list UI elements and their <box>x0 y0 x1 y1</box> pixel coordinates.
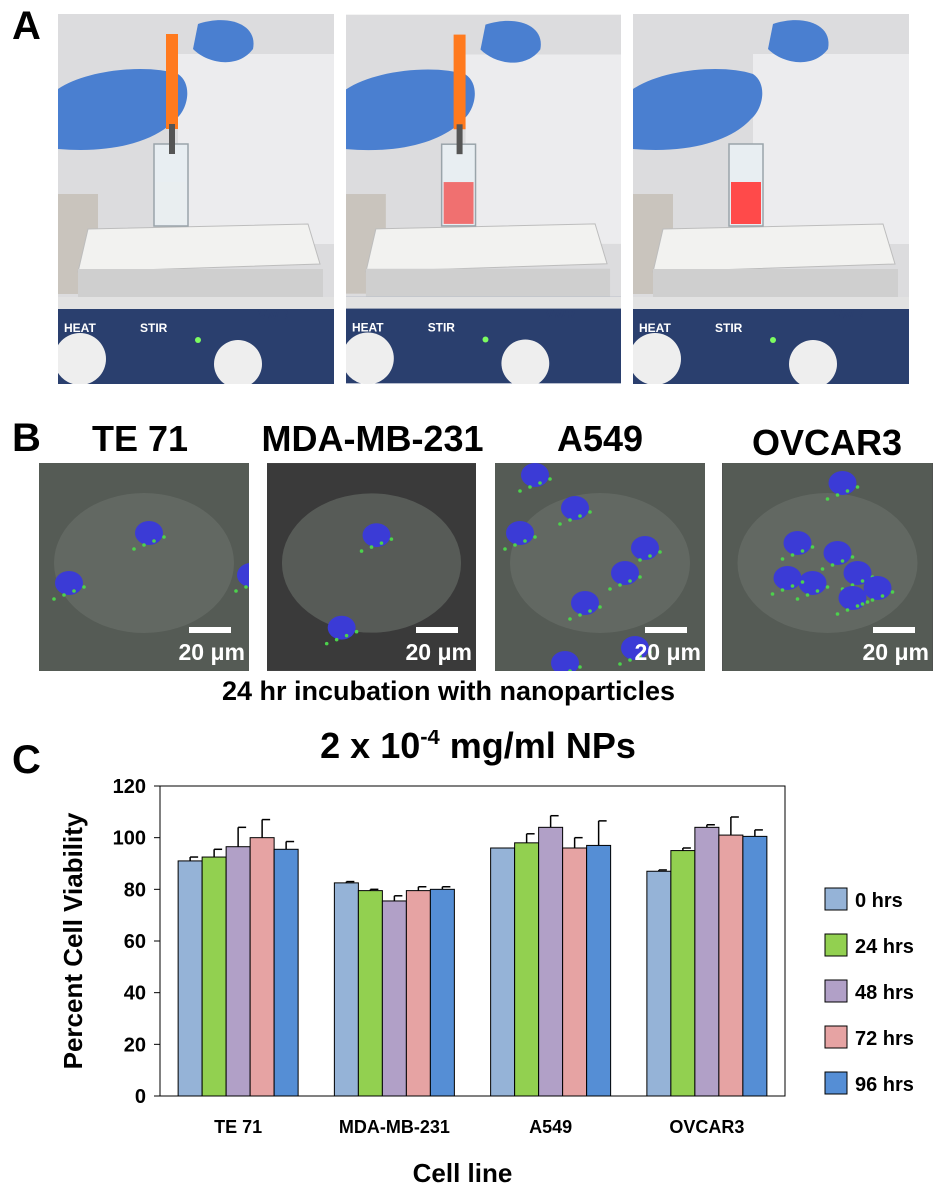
photo-vial-clear: HEAT STIR VWR <box>58 14 334 384</box>
legend-swatch-4 <box>824 1071 848 1095</box>
scale-bar <box>189 627 231 633</box>
svg-text:STIR: STIR <box>140 321 168 335</box>
svg-text:STIR: STIR <box>428 321 456 335</box>
svg-text:HEAT: HEAT <box>64 321 96 335</box>
y-tick-label: 20 <box>124 1034 146 1056</box>
bar-2-3 <box>562 847 588 1097</box>
legend-swatch-1 <box>824 933 848 957</box>
panel-b-caption: 24 hr incubation with nanoparticles <box>222 676 676 706</box>
bar-0-4 <box>273 848 299 1097</box>
bar-1-3 <box>405 890 431 1097</box>
scale-label: 20 μm <box>405 639 473 665</box>
svg-text:VWR: VWR <box>833 307 864 322</box>
micrograph-2: 20 μm <box>495 463 705 671</box>
bar-1-0 <box>333 882 359 1097</box>
bar-3-4 <box>742 835 768 1097</box>
micrograph-0: 20 μm <box>39 463 249 671</box>
bar-0-1 <box>201 856 227 1097</box>
scale-bar <box>416 627 458 633</box>
bar-1-4 <box>429 888 455 1097</box>
scale-label: 20 μm <box>178 639 246 665</box>
photo-vial-red: HEAT STIR VWR <box>633 14 909 384</box>
y-tick-label: 0 <box>135 1086 146 1108</box>
bar-0-2 <box>225 846 251 1097</box>
scale-bar <box>873 627 915 633</box>
scale-label: 20 μm <box>634 639 702 665</box>
legend-label-2: 48 hrs <box>855 982 914 1004</box>
bar-3-0 <box>646 870 672 1097</box>
legend-swatch-0 <box>824 887 848 911</box>
legend-label-1: 24 hrs <box>855 936 914 958</box>
viability-chart: 2 x 10-4 mg/ml NPs 0 20 40 60 80 100 120 Percent… <box>58 730 914 1188</box>
panel-a-label: A <box>12 4 41 48</box>
chart-title: 2 x 10-4 mg/ml NPs <box>320 730 636 766</box>
micrograph-3: 20 μm <box>722 463 933 671</box>
x-tick-label: OVCAR3 <box>669 1117 744 1137</box>
scale-label: 20 μm <box>862 639 930 665</box>
bar-2-4 <box>586 844 612 1097</box>
legend-label-0: 0 hrs <box>855 890 903 912</box>
bar-3-1 <box>670 850 696 1097</box>
legend-label-3: 72 hrs <box>855 1028 914 1050</box>
bar-2-1 <box>514 842 540 1097</box>
title-a549: A549 <box>556 418 644 459</box>
x-tick-label: A549 <box>529 1117 572 1137</box>
y-tick-label: 40 <box>124 983 146 1005</box>
bar-0-0 <box>177 860 203 1097</box>
bar-0-3 <box>249 837 275 1097</box>
svg-text:VWR: VWR <box>545 307 576 322</box>
bar-1-1 <box>357 890 383 1097</box>
x-axis-label: Cell line <box>413 1158 513 1188</box>
y-axis-label: Percent Cell Viability <box>58 812 88 1069</box>
bar-3-2 <box>694 826 720 1097</box>
bar-2-0 <box>490 847 516 1097</box>
panel-b-label: B <box>12 416 41 460</box>
y-tick-label: 60 <box>124 931 146 953</box>
x-tick-label: TE 71 <box>214 1117 262 1137</box>
photo-vial-mixing: HEAT STIR VWR <box>346 14 621 384</box>
bar-1-2 <box>381 900 407 1097</box>
scale-bar <box>645 627 687 633</box>
y-tick-label: 120 <box>113 776 146 798</box>
panel-c-label: C <box>12 738 41 782</box>
legend-swatch-3 <box>824 1025 848 1049</box>
svg-text:HEAT: HEAT <box>352 321 384 335</box>
title-ovcar3: OVCAR3 <box>751 422 903 463</box>
y-tick-label: 80 <box>124 879 146 901</box>
title-te71: TE 71 <box>91 418 189 459</box>
svg-text:VWR: VWR <box>258 307 289 322</box>
bar-3-3 <box>718 834 744 1097</box>
svg-text:HEAT: HEAT <box>639 321 671 335</box>
title-mda: MDA-MB-231 <box>261 418 484 459</box>
x-tick-label: MDA-MB-231 <box>339 1117 450 1137</box>
bar-2-2 <box>538 826 564 1097</box>
legend-label-4: 96 hrs <box>855 1074 914 1096</box>
y-tick-label: 100 <box>113 828 146 850</box>
legend-swatch-2 <box>824 979 848 1003</box>
micrograph-1: 20 μm <box>267 463 476 671</box>
svg-text:STIR: STIR <box>715 321 743 335</box>
